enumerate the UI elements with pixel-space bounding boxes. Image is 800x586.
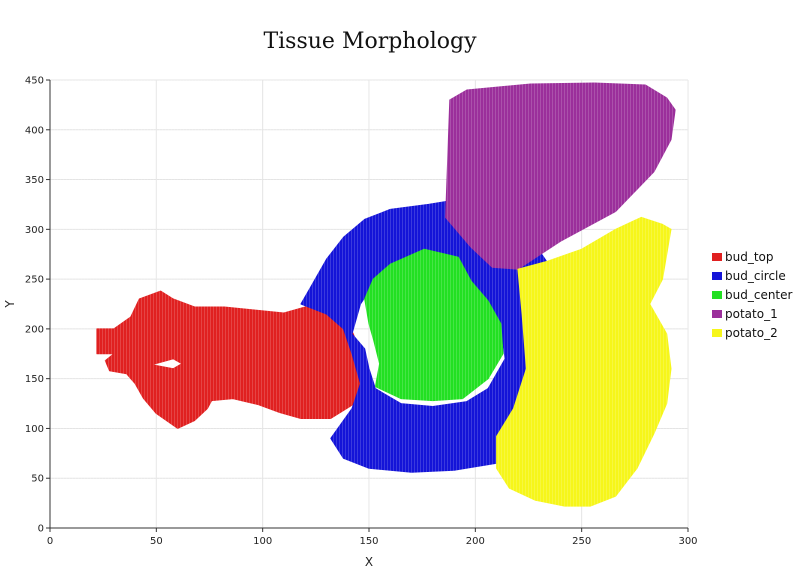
region-bud-center [364, 248, 504, 402]
chart-title: Tissue Morphology [263, 29, 477, 54]
y-tick-label: 150 [25, 374, 44, 385]
stripe-texture [51, 80, 688, 528]
y-tick-label: 200 [25, 324, 44, 335]
y-axis-label: Y [3, 300, 17, 309]
x-axis-label: X [365, 555, 373, 569]
y-tick-label: 100 [25, 424, 44, 435]
legend-swatch-bud-top [712, 253, 722, 261]
region-potato-1 [445, 82, 676, 270]
x-tick-label: 150 [359, 536, 378, 547]
y-tick-label: 0 [38, 524, 44, 535]
x-tick-label: 0 [47, 536, 53, 547]
legend-swatch-potato-2 [712, 329, 722, 337]
legend-swatch-potato-1 [712, 310, 722, 318]
legend: bud_top bud_circle bud_center potato_1potat… [712, 250, 793, 340]
region-bud-top [96, 290, 366, 429]
x-tick-label: 250 [572, 536, 591, 547]
legend-swatch-bud-circle [712, 272, 722, 280]
y-tick-label: 250 [25, 275, 44, 286]
axes: 0 50 100 150 200 250 300 0 50 100 150 200 250 300 350 4… [25, 76, 698, 548]
x-tick-label: 300 [678, 536, 697, 547]
legend-label-potato-2: potato_2 [725, 326, 778, 340]
y-tick-label: 400 [25, 125, 44, 136]
legend-label-bud-circle: bud_circle [725, 269, 786, 283]
legend-swatch-bud-center [712, 291, 722, 299]
region-potato-2 [496, 216, 672, 507]
legend-label-bud-center: bud_center [725, 288, 793, 302]
y-tick-label: 350 [25, 175, 44, 186]
tissue-regions [51, 80, 688, 528]
y-tick-label: 450 [25, 76, 44, 87]
x-tick-label: 100 [253, 536, 272, 547]
x-tick-label: 200 [466, 536, 485, 547]
y-tick-label: 300 [25, 225, 44, 236]
legend-label-potato-1: potato_1 [725, 307, 778, 321]
legend-label-bud-top: bud_top [725, 250, 774, 264]
y-tick-label: 50 [31, 474, 44, 485]
x-tick-label: 50 [150, 536, 163, 547]
